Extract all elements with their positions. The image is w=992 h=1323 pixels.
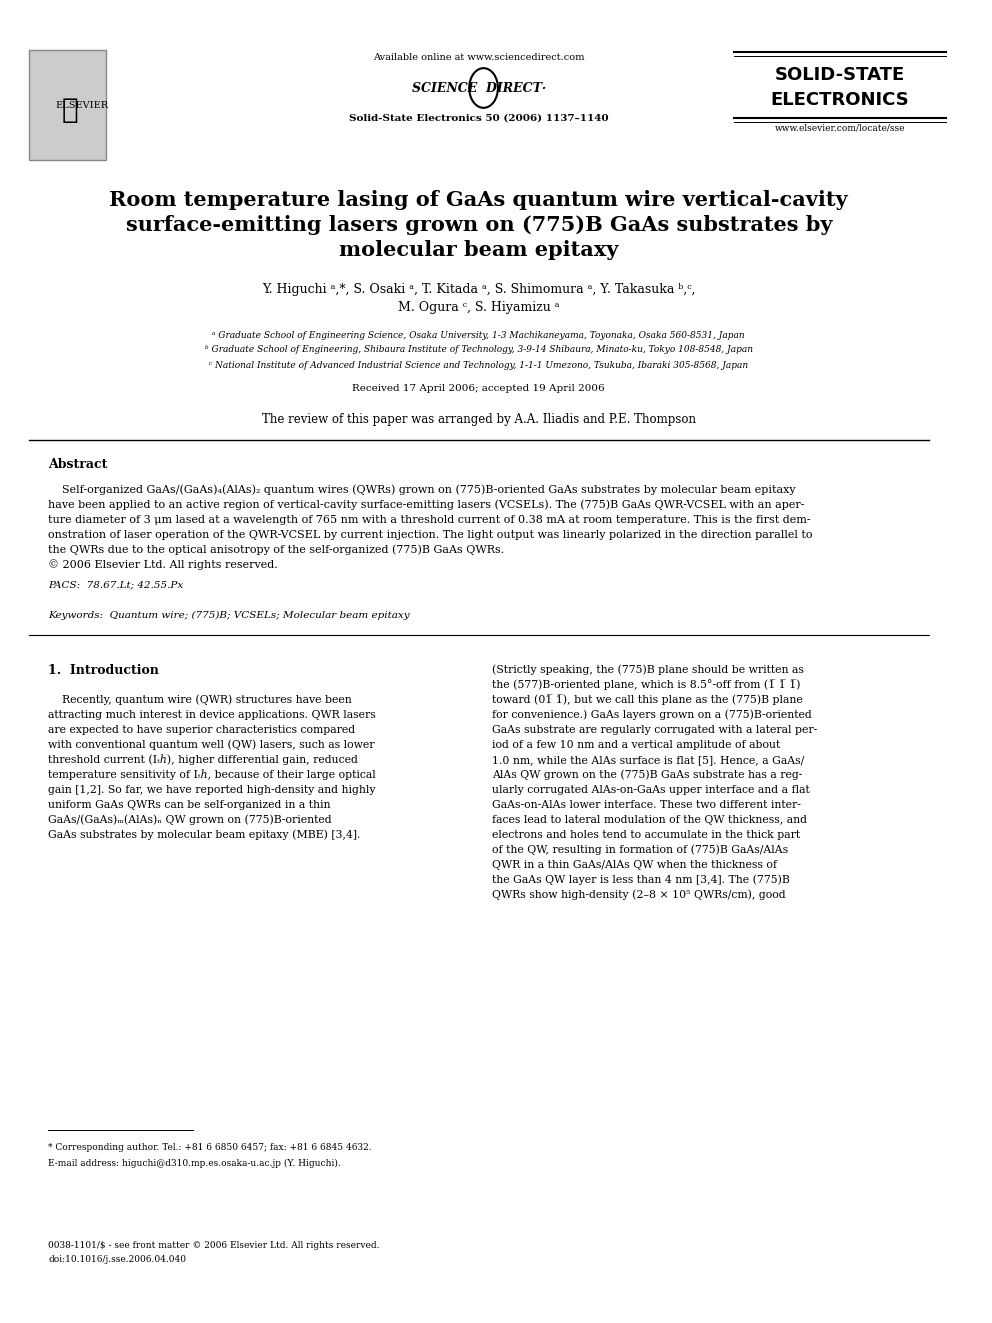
Text: the (577)B-oriented plane, which is 8.5°-off from (1̅ 1̅ 1̅): the (577)B-oriented plane, which is 8.5°… — [492, 680, 801, 691]
Text: AlAs QW grown on the (775)B GaAs substrate has a reg-: AlAs QW grown on the (775)B GaAs substra… — [492, 770, 803, 781]
Text: faces lead to lateral modulation of the QW thickness, and: faces lead to lateral modulation of the … — [492, 815, 807, 826]
Text: Solid-State Electronics 50 (2006) 1137–1140: Solid-State Electronics 50 (2006) 1137–1… — [349, 114, 608, 123]
Text: Y. Higuchi ᵃ,*, S. Osaki ᵃ, T. Kitada ᵃ, S. Shimomura ᵃ, Y. Takasuka ᵇ,ᶜ,: Y. Higuchi ᵃ,*, S. Osaki ᵃ, T. Kitada ᵃ,… — [262, 283, 695, 296]
Text: SOLID-STATE: SOLID-STATE — [775, 66, 905, 83]
FancyBboxPatch shape — [29, 50, 106, 160]
Text: 🌿: 🌿 — [62, 97, 78, 124]
Text: doi:10.1016/j.sse.2006.04.040: doi:10.1016/j.sse.2006.04.040 — [49, 1256, 186, 1265]
Text: The review of this paper was arranged by A.A. Iliadis and P.E. Thompson: The review of this paper was arranged by… — [262, 414, 695, 426]
Text: Recently, quantum wire (QWR) structures have been: Recently, quantum wire (QWR) structures … — [49, 695, 352, 705]
Text: Room temperature lasing of GaAs quantum wire vertical-cavity: Room temperature lasing of GaAs quantum … — [109, 191, 848, 210]
Text: attracting much interest in device applications. QWR lasers: attracting much interest in device appli… — [49, 710, 376, 720]
Text: Received 17 April 2006; accepted 19 April 2006: Received 17 April 2006; accepted 19 Apri… — [352, 384, 605, 393]
Text: www.elsevier.com/locate/sse: www.elsevier.com/locate/sse — [775, 123, 905, 132]
Text: GaAs/(GaAs)ₘ(AlAs)ₙ QW grown on (775)B-oriented: GaAs/(GaAs)ₘ(AlAs)ₙ QW grown on (775)B-o… — [49, 815, 332, 826]
Text: the QWRs due to the optical anisotropy of the self-organized (775)B GaAs QWRs.: the QWRs due to the optical anisotropy o… — [49, 545, 505, 556]
Text: Keywords:  Quantum wire; (775)B; VCSELs; Molecular beam epitaxy: Keywords: Quantum wire; (775)B; VCSELs; … — [49, 610, 410, 619]
Text: Available online at www.sciencedirect.com: Available online at www.sciencedirect.co… — [373, 53, 584, 62]
Text: QWR in a thin GaAs/AlAs QW when the thickness of: QWR in a thin GaAs/AlAs QW when the thic… — [492, 860, 778, 871]
Text: uniform GaAs QWRs can be self-organized in a thin: uniform GaAs QWRs can be self-organized … — [49, 800, 330, 810]
Text: M. Ogura ᶜ, S. Hiyamizu ᵃ: M. Ogura ᶜ, S. Hiyamizu ᵃ — [398, 302, 559, 315]
Text: ELECTRONICS: ELECTRONICS — [771, 91, 909, 108]
Text: ᵇ Graduate School of Engineering, Shibaura Institute of Technology, 3-9-14 Shiba: ᵇ Graduate School of Engineering, Shibau… — [204, 345, 753, 355]
Text: GaAs substrate are regularly corrugated with a lateral per-: GaAs substrate are regularly corrugated … — [492, 725, 817, 736]
Text: gain [1,2]. So far, we have reported high-density and highly: gain [1,2]. So far, we have reported hig… — [49, 785, 376, 795]
Text: SCIENCE  DIRECT·: SCIENCE DIRECT· — [412, 82, 546, 94]
Text: surface-emitting lasers grown on (775)B GaAs substrates by: surface-emitting lasers grown on (775)B … — [126, 216, 832, 235]
Text: of the QW, resulting in formation of (775)B GaAs/AlAs: of the QW, resulting in formation of (77… — [492, 844, 789, 855]
Text: ᵃ Graduate School of Engineering Science, Osaka University, 1-3 Machikaneyama, T: ᵃ Graduate School of Engineering Science… — [212, 331, 745, 340]
Text: temperature sensitivity of Iₜℎ, because of their large optical: temperature sensitivity of Iₜℎ, because … — [49, 770, 376, 781]
Text: © 2006 Elsevier Ltd. All rights reserved.: © 2006 Elsevier Ltd. All rights reserved… — [49, 560, 278, 570]
Text: onstration of laser operation of the QWR-VCSEL by current injection. The light o: onstration of laser operation of the QWR… — [49, 531, 812, 540]
Text: ture diameter of 3 μm lased at a wavelength of 765 nm with a threshold current o: ture diameter of 3 μm lased at a wavelen… — [49, 515, 810, 525]
Text: 1.0 nm, while the AlAs surface is flat [5]. Hence, a GaAs/: 1.0 nm, while the AlAs surface is flat [… — [492, 755, 805, 765]
Text: toward (01̅ 1̅), but we call this plane as the (775)B plane: toward (01̅ 1̅), but we call this plane … — [492, 695, 804, 705]
Text: Self-organized GaAs/(GaAs)₄(AlAs)₂ quantum wires (QWRs) grown on (775)B-oriented: Self-organized GaAs/(GaAs)₄(AlAs)₂ quant… — [49, 484, 796, 495]
Text: 1.  Introduction: 1. Introduction — [49, 664, 159, 676]
Text: * Corresponding author. Tel.: +81 6 6850 6457; fax: +81 6 6845 4632.: * Corresponding author. Tel.: +81 6 6850… — [49, 1143, 372, 1152]
Text: ᶜ National Institute of Advanced Industrial Science and Technology, 1-1-1 Umezon: ᶜ National Institute of Advanced Industr… — [209, 360, 748, 369]
Text: molecular beam epitaxy: molecular beam epitaxy — [339, 239, 618, 261]
Text: E-mail address: higuchi@d310.mp.es.osaka-u.ac.jp (Y. Higuchi).: E-mail address: higuchi@d310.mp.es.osaka… — [49, 1159, 341, 1168]
Text: threshold current (Iₜℎ), higher differential gain, reduced: threshold current (Iₜℎ), higher differen… — [49, 754, 358, 765]
Text: PACS:  78.67.Lt; 42.55.Px: PACS: 78.67.Lt; 42.55.Px — [49, 581, 184, 590]
Text: electrons and holes tend to accumulate in the thick part: electrons and holes tend to accumulate i… — [492, 830, 801, 840]
Text: iod of a few 10 nm and a vertical amplitude of about: iod of a few 10 nm and a vertical amplit… — [492, 740, 781, 750]
Text: have been applied to an active region of vertical-cavity surface-emitting lasers: have been applied to an active region of… — [49, 500, 805, 511]
Text: ularly corrugated AlAs-on-GaAs upper interface and a flat: ularly corrugated AlAs-on-GaAs upper int… — [492, 785, 810, 795]
Text: ELSEVIER: ELSEVIER — [56, 101, 108, 110]
Text: Abstract: Abstract — [49, 459, 108, 471]
Text: for convenience.) GaAs layers grown on a (775)B-oriented: for convenience.) GaAs layers grown on a… — [492, 709, 812, 720]
Text: (Strictly speaking, the (775)B plane should be written as: (Strictly speaking, the (775)B plane sho… — [492, 664, 805, 675]
Text: GaAs-on-AlAs lower interface. These two different inter-: GaAs-on-AlAs lower interface. These two … — [492, 800, 802, 810]
Text: 0038-1101/$ - see front matter © 2006 Elsevier Ltd. All rights reserved.: 0038-1101/$ - see front matter © 2006 El… — [49, 1241, 380, 1249]
Text: the GaAs QW layer is less than 4 nm [3,4]. The (775)B: the GaAs QW layer is less than 4 nm [3,4… — [492, 875, 790, 885]
Text: GaAs substrates by molecular beam epitaxy (MBE) [3,4].: GaAs substrates by molecular beam epitax… — [49, 830, 361, 840]
Text: QWRs show high-density (2–8 × 10⁵ QWRs/cm), good: QWRs show high-density (2–8 × 10⁵ QWRs/c… — [492, 890, 786, 900]
Text: are expected to have superior characteristics compared: are expected to have superior characteri… — [49, 725, 355, 736]
Text: with conventional quantum well (QW) lasers, such as lower: with conventional quantum well (QW) lase… — [49, 740, 375, 750]
